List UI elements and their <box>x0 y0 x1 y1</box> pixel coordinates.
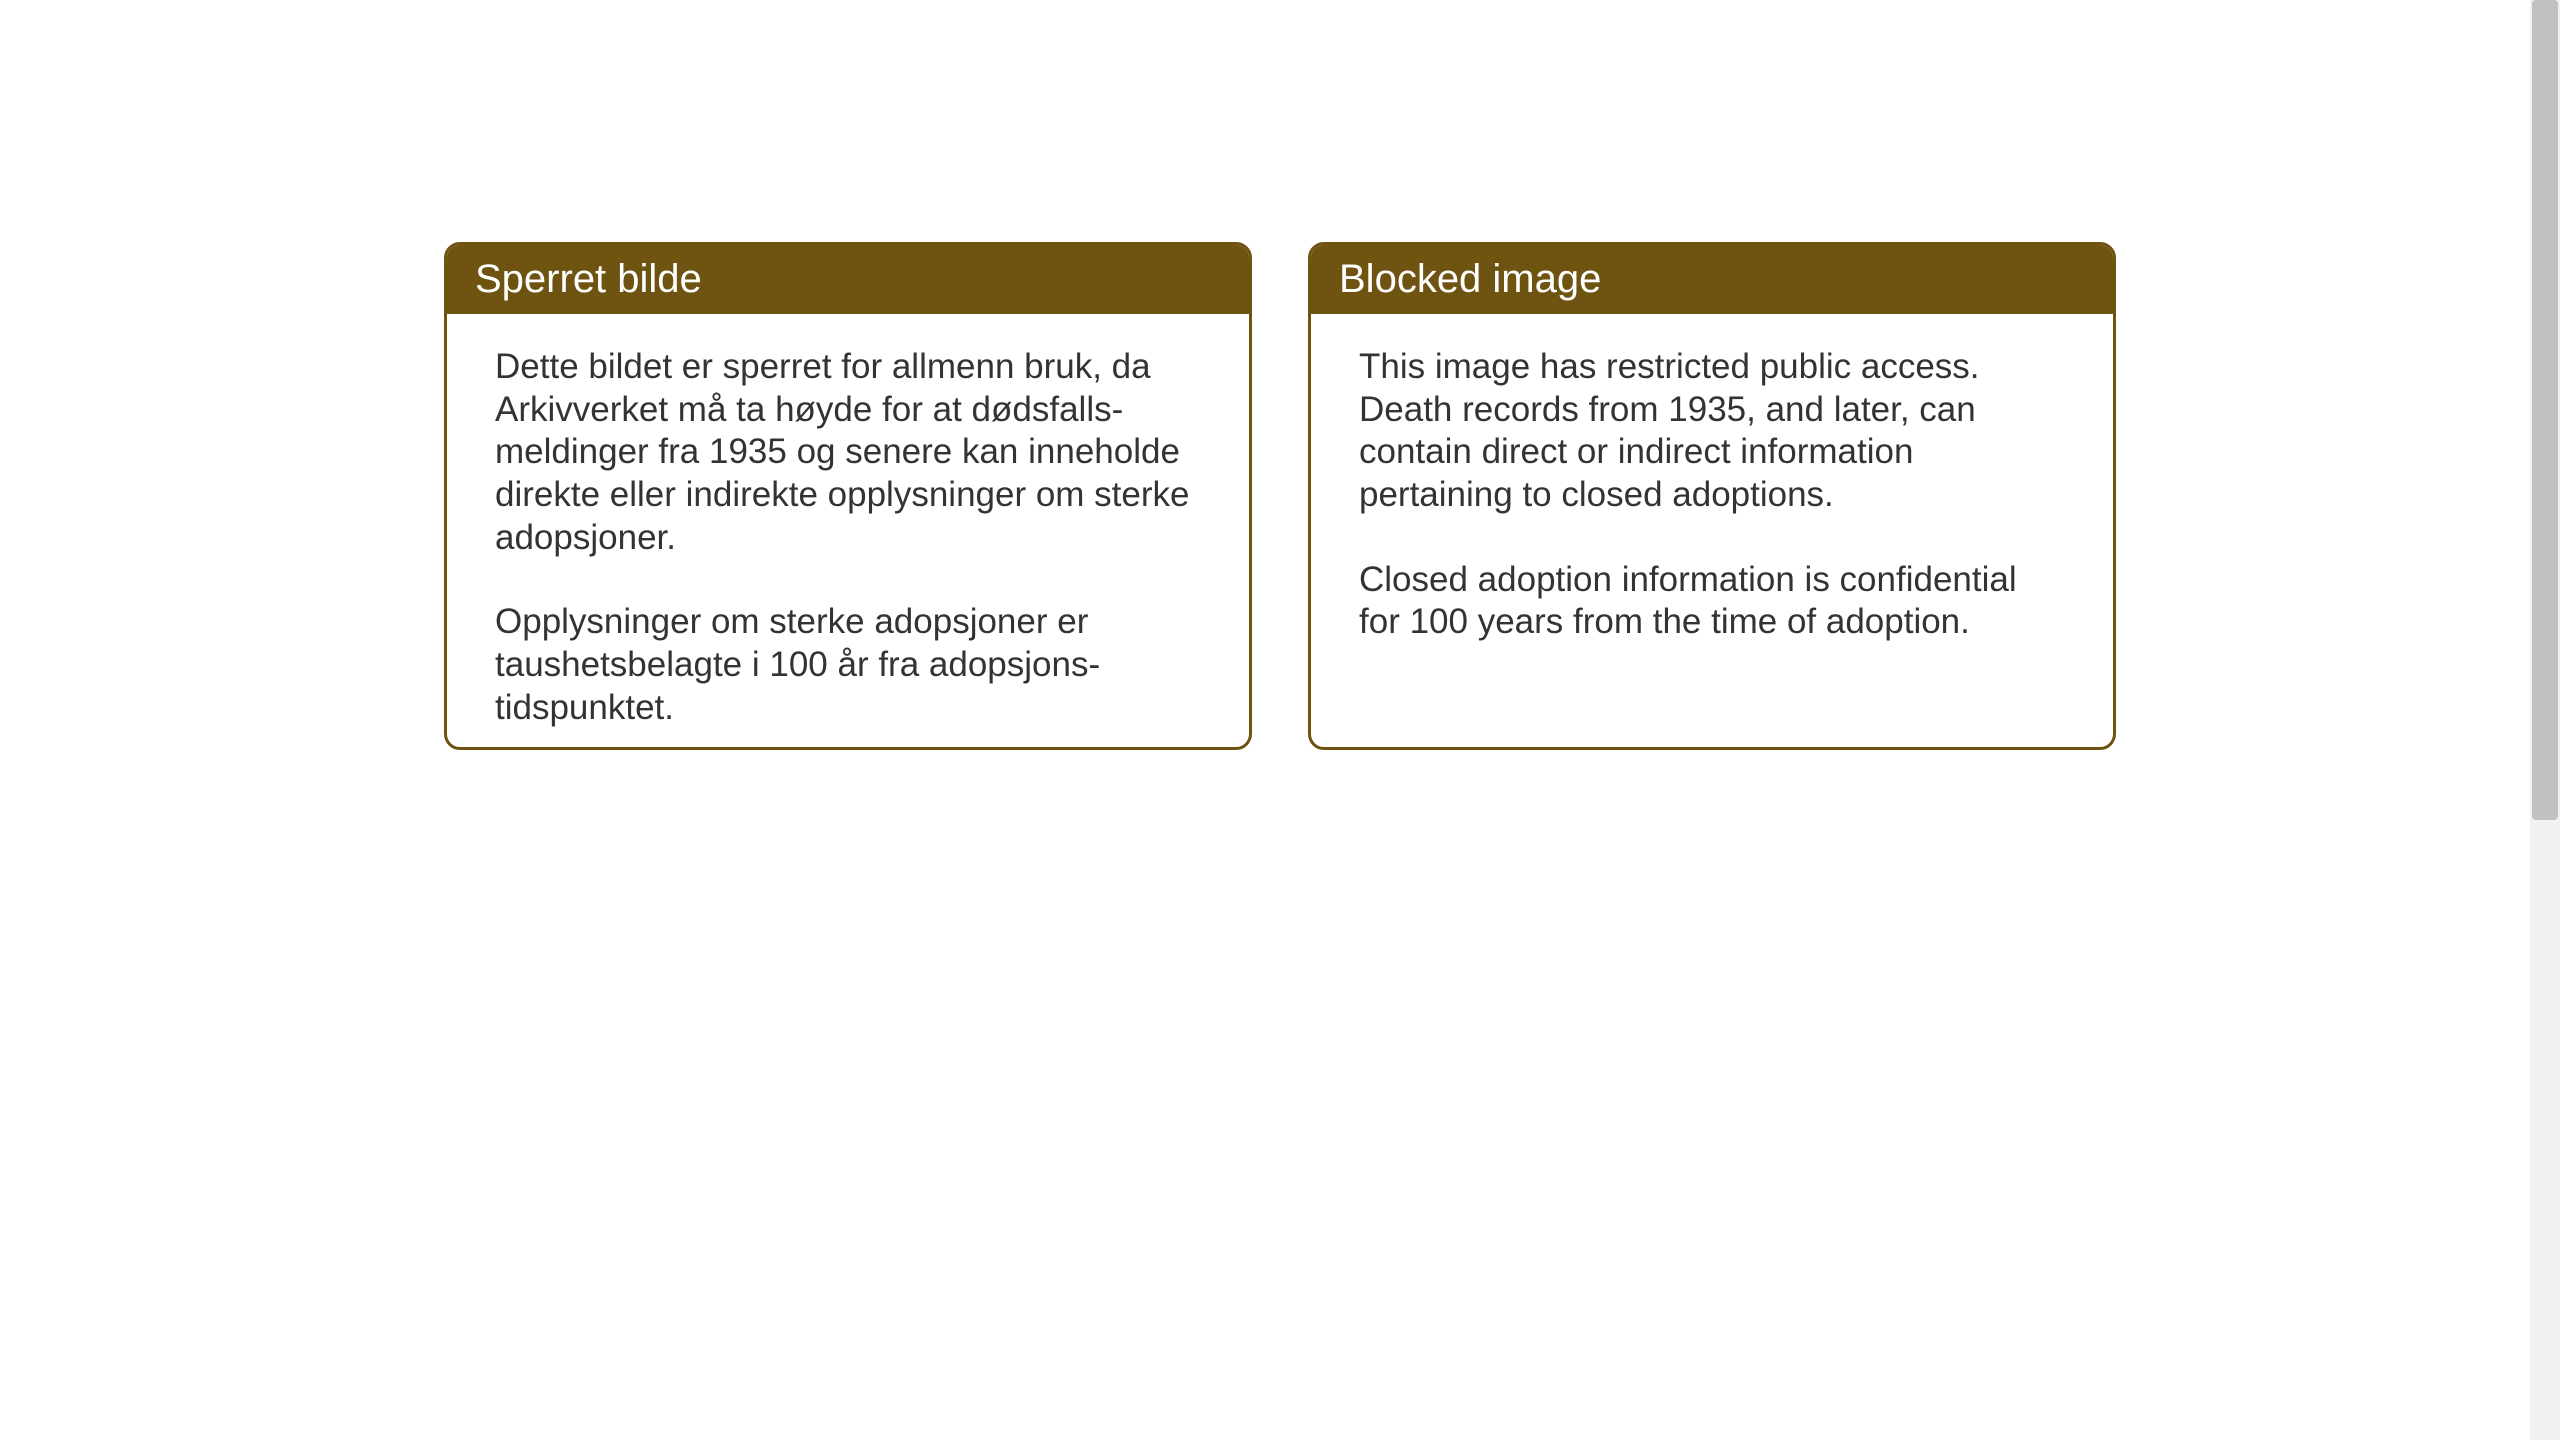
norwegian-paragraph-1: Dette bildet er sperret for allmenn bruk… <box>495 346 1201 559</box>
english-paragraph-2: Closed adoption information is confident… <box>1359 559 2065 644</box>
norwegian-notice-card: Sperret bilde Dette bildet er sperret fo… <box>444 242 1252 750</box>
english-notice-card: Blocked image This image has restricted … <box>1308 242 2116 750</box>
norwegian-card-title: Sperret bilde <box>475 257 702 301</box>
norwegian-paragraph-2: Opplysninger om sterke adopsjoner er tau… <box>495 601 1201 729</box>
english-card-body: This image has restricted public access.… <box>1311 314 2113 676</box>
vertical-scrollbar-track[interactable] <box>2530 0 2560 1440</box>
notice-cards-container: Sperret bilde Dette bildet er sperret fo… <box>444 242 2116 750</box>
english-card-title: Blocked image <box>1339 257 1601 301</box>
english-card-header: Blocked image <box>1311 245 2113 314</box>
norwegian-card-body: Dette bildet er sperret for allmenn bruk… <box>447 314 1249 750</box>
norwegian-card-header: Sperret bilde <box>447 245 1249 314</box>
english-paragraph-1: This image has restricted public access.… <box>1359 346 2065 517</box>
vertical-scrollbar-thumb[interactable] <box>2532 0 2558 820</box>
